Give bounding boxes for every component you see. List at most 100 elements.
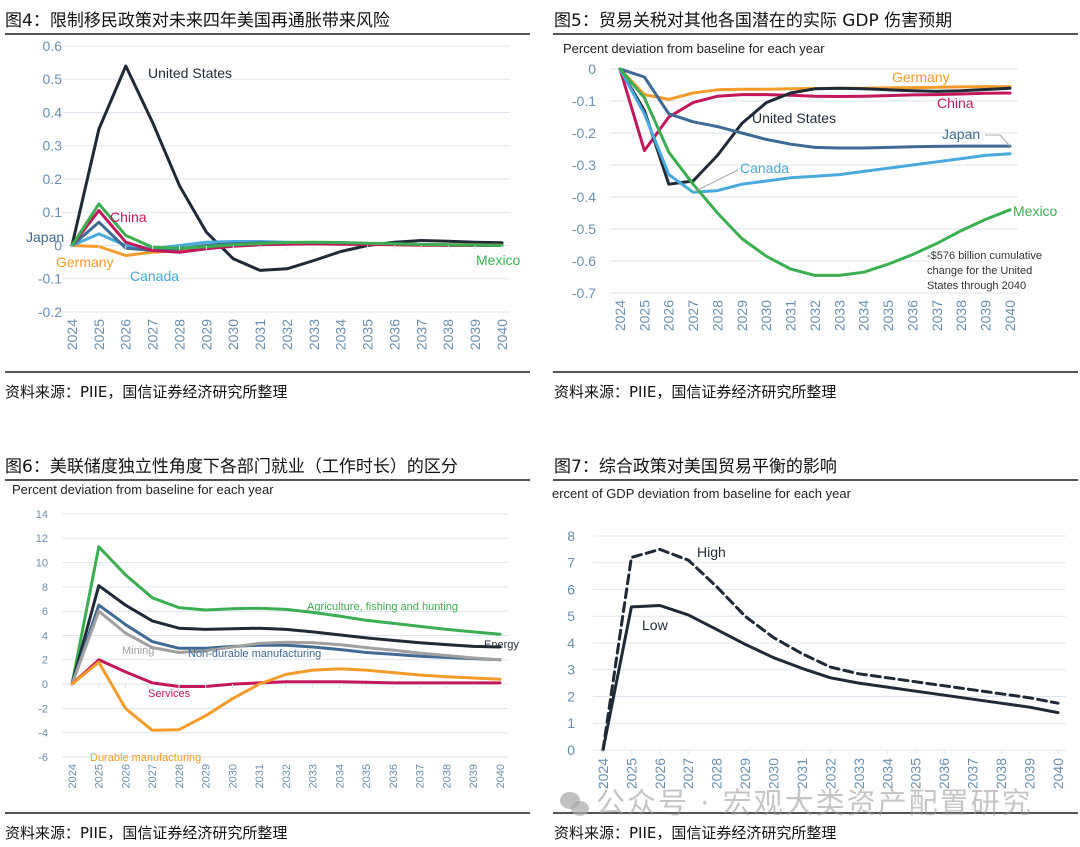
x-tick-label: 2040 bbox=[1050, 758, 1066, 789]
y-tick-label: 0.2 bbox=[43, 171, 63, 187]
wechat-icon bbox=[560, 792, 590, 818]
x-tick-label: 2039 bbox=[467, 319, 483, 350]
y-tick-label: -0.2 bbox=[572, 125, 596, 141]
x-tick-label: 2040 bbox=[494, 319, 510, 350]
x-tick-label: 2039 bbox=[978, 300, 994, 331]
y-tick-label: 2 bbox=[567, 688, 575, 704]
x-tick-label: 2029 bbox=[734, 300, 750, 331]
x-tick-label: 2032 bbox=[281, 764, 293, 788]
y-tick-label: -0.4 bbox=[572, 189, 596, 205]
x-tick-label: 2035 bbox=[908, 758, 924, 789]
series-label: Mexico bbox=[476, 252, 521, 268]
fig5-chart: -0.7 -0.6 -0.5 -0.4 -0.3 -0.2 -0.1 0 2024 2025 202… bbox=[572, 61, 1058, 331]
y-tick-label: -0.7 bbox=[572, 285, 596, 301]
series-label: Low bbox=[642, 617, 669, 633]
x-tick-label: 2032 bbox=[822, 758, 838, 789]
x-tick-label: 2038 bbox=[440, 319, 456, 350]
y-tick-label: 1 bbox=[567, 715, 575, 731]
series-label: Services bbox=[148, 688, 191, 700]
x-tick-label: 2036 bbox=[388, 764, 400, 788]
x-tick-label: 2027 bbox=[147, 764, 159, 788]
y-tick-label: -4 bbox=[38, 728, 48, 740]
series-line-mining bbox=[70, 609, 502, 686]
y-tick-label: 5 bbox=[567, 608, 575, 624]
y-tick-label: -0.2 bbox=[38, 304, 62, 320]
x-tick-label: 2036 bbox=[904, 300, 920, 331]
fig4-source-rule bbox=[5, 371, 530, 373]
x-tick-label: 2032 bbox=[807, 300, 823, 331]
y-tick-label: -2 bbox=[38, 703, 48, 715]
x-tick-label: 2024 bbox=[612, 300, 628, 331]
annotation-text: -$576 billion cumulative bbox=[927, 250, 1042, 262]
x-tick-label: 2031 bbox=[254, 764, 266, 788]
x-tick-label: 2033 bbox=[831, 300, 847, 331]
y-tick-label: 0.5 bbox=[43, 71, 63, 87]
series-line-low bbox=[601, 604, 1060, 752]
y-tick-label: 4 bbox=[42, 630, 48, 642]
fig4-chart: -0.2 -0.1 0 0.1 0.2 0.3 0.4 0.5 0.6 2024 2025 2026 2… bbox=[26, 38, 521, 350]
fig4-title-rule bbox=[5, 33, 530, 35]
x-tick-label: 2034 bbox=[334, 764, 346, 788]
y-tick-label: 2 bbox=[42, 655, 48, 667]
series-label: Mining bbox=[122, 645, 154, 657]
x-tick-label: 2026 bbox=[652, 758, 668, 789]
x-tick-label: 2038 bbox=[441, 764, 453, 788]
annotation-text: States through 2040 bbox=[927, 280, 1026, 292]
x-tick-label: 2030 bbox=[225, 319, 241, 350]
x-tick-label: 2032 bbox=[279, 319, 295, 350]
y-tick-label: 0.4 bbox=[43, 104, 63, 120]
series-label: China bbox=[110, 209, 147, 225]
y-tick-label: -0.5 bbox=[572, 221, 596, 237]
x-tick-label: 2031 bbox=[783, 300, 799, 331]
fig7-chart: 0 1 2 3 4 5 6 7 8 2024 2025 2026 2027 2028 2029 2030 203… bbox=[567, 528, 1066, 789]
series-line-durable-manufacturing bbox=[70, 660, 502, 732]
y-tick-label: -6 bbox=[38, 752, 48, 764]
series-label: Japan bbox=[942, 126, 980, 142]
series-label: High bbox=[697, 544, 726, 560]
x-tick-label: 2038 bbox=[953, 300, 969, 331]
y-tick-label: 0 bbox=[42, 679, 48, 691]
fig6-chart: -6 -4 -2 0 2 4 6 8 10 12 14 2024 2025 2026 2027 2028 202… bbox=[36, 509, 520, 789]
fig6-title: 图6：美联储度独立性角度下各部门就业（工作时长）的区分 bbox=[5, 457, 458, 477]
x-tick-label: 2025 bbox=[94, 764, 106, 788]
y-tick-label: 8 bbox=[567, 528, 575, 544]
x-tick-label: 2035 bbox=[880, 300, 896, 331]
x-tick-label: 2040 bbox=[495, 764, 507, 788]
x-tick-label: 2030 bbox=[758, 300, 774, 331]
fig6-unit-label: Percent deviation from baseline for each… bbox=[12, 482, 274, 497]
series-line-agriculture-fishing-and-hunting bbox=[70, 545, 502, 686]
x-tick-label: 2028 bbox=[709, 300, 725, 331]
x-tick-label: 2030 bbox=[766, 758, 782, 789]
y-tick-label: 4 bbox=[567, 635, 575, 651]
y-tick-label: 10 bbox=[36, 557, 48, 569]
fig7-title-rule bbox=[553, 479, 1078, 481]
x-tick-label: 2036 bbox=[936, 758, 952, 789]
series-label: Mexico bbox=[1013, 203, 1058, 219]
fig7-source-rule bbox=[553, 812, 1078, 814]
series-line-japan bbox=[618, 67, 1012, 150]
series-line-energy bbox=[70, 584, 502, 686]
series-label: Durable manufacturing bbox=[90, 752, 201, 764]
x-tick-label: 2028 bbox=[174, 764, 186, 788]
x-tick-label: 2038 bbox=[993, 758, 1009, 789]
x-tick-label: 2033 bbox=[306, 319, 322, 350]
x-tick-label: 2037 bbox=[965, 758, 981, 789]
series-line-china bbox=[618, 67, 1012, 153]
x-tick-label: 2036 bbox=[386, 319, 402, 350]
x-tick-label: 2034 bbox=[879, 758, 895, 789]
x-tick-label: 2029 bbox=[201, 764, 213, 788]
y-tick-label: 0.1 bbox=[43, 204, 63, 220]
x-tick-label: 2028 bbox=[171, 319, 187, 350]
x-tick-label: 2034 bbox=[856, 300, 872, 331]
y-tick-label: 6 bbox=[42, 606, 48, 618]
annotation-text: change for the United bbox=[927, 265, 1032, 277]
x-tick-label: 2027 bbox=[685, 300, 701, 331]
fig6-title-rule bbox=[5, 479, 530, 481]
x-tick-label: 2031 bbox=[794, 758, 810, 789]
fig5-title: 图5：贸易关税对其他各国潜在的实际 GDP 伤害预期 bbox=[554, 11, 953, 31]
x-tick-label: 2039 bbox=[468, 764, 480, 788]
fig4-source: 资料来源：PIIE，国信证券经济研究所整理 bbox=[5, 383, 288, 401]
fig6-source: 资料来源：PIIE，国信证券经济研究所整理 bbox=[5, 824, 288, 842]
y-tick-label: 8 bbox=[42, 582, 48, 594]
series-line-non-durable-manufacturing bbox=[70, 603, 502, 686]
